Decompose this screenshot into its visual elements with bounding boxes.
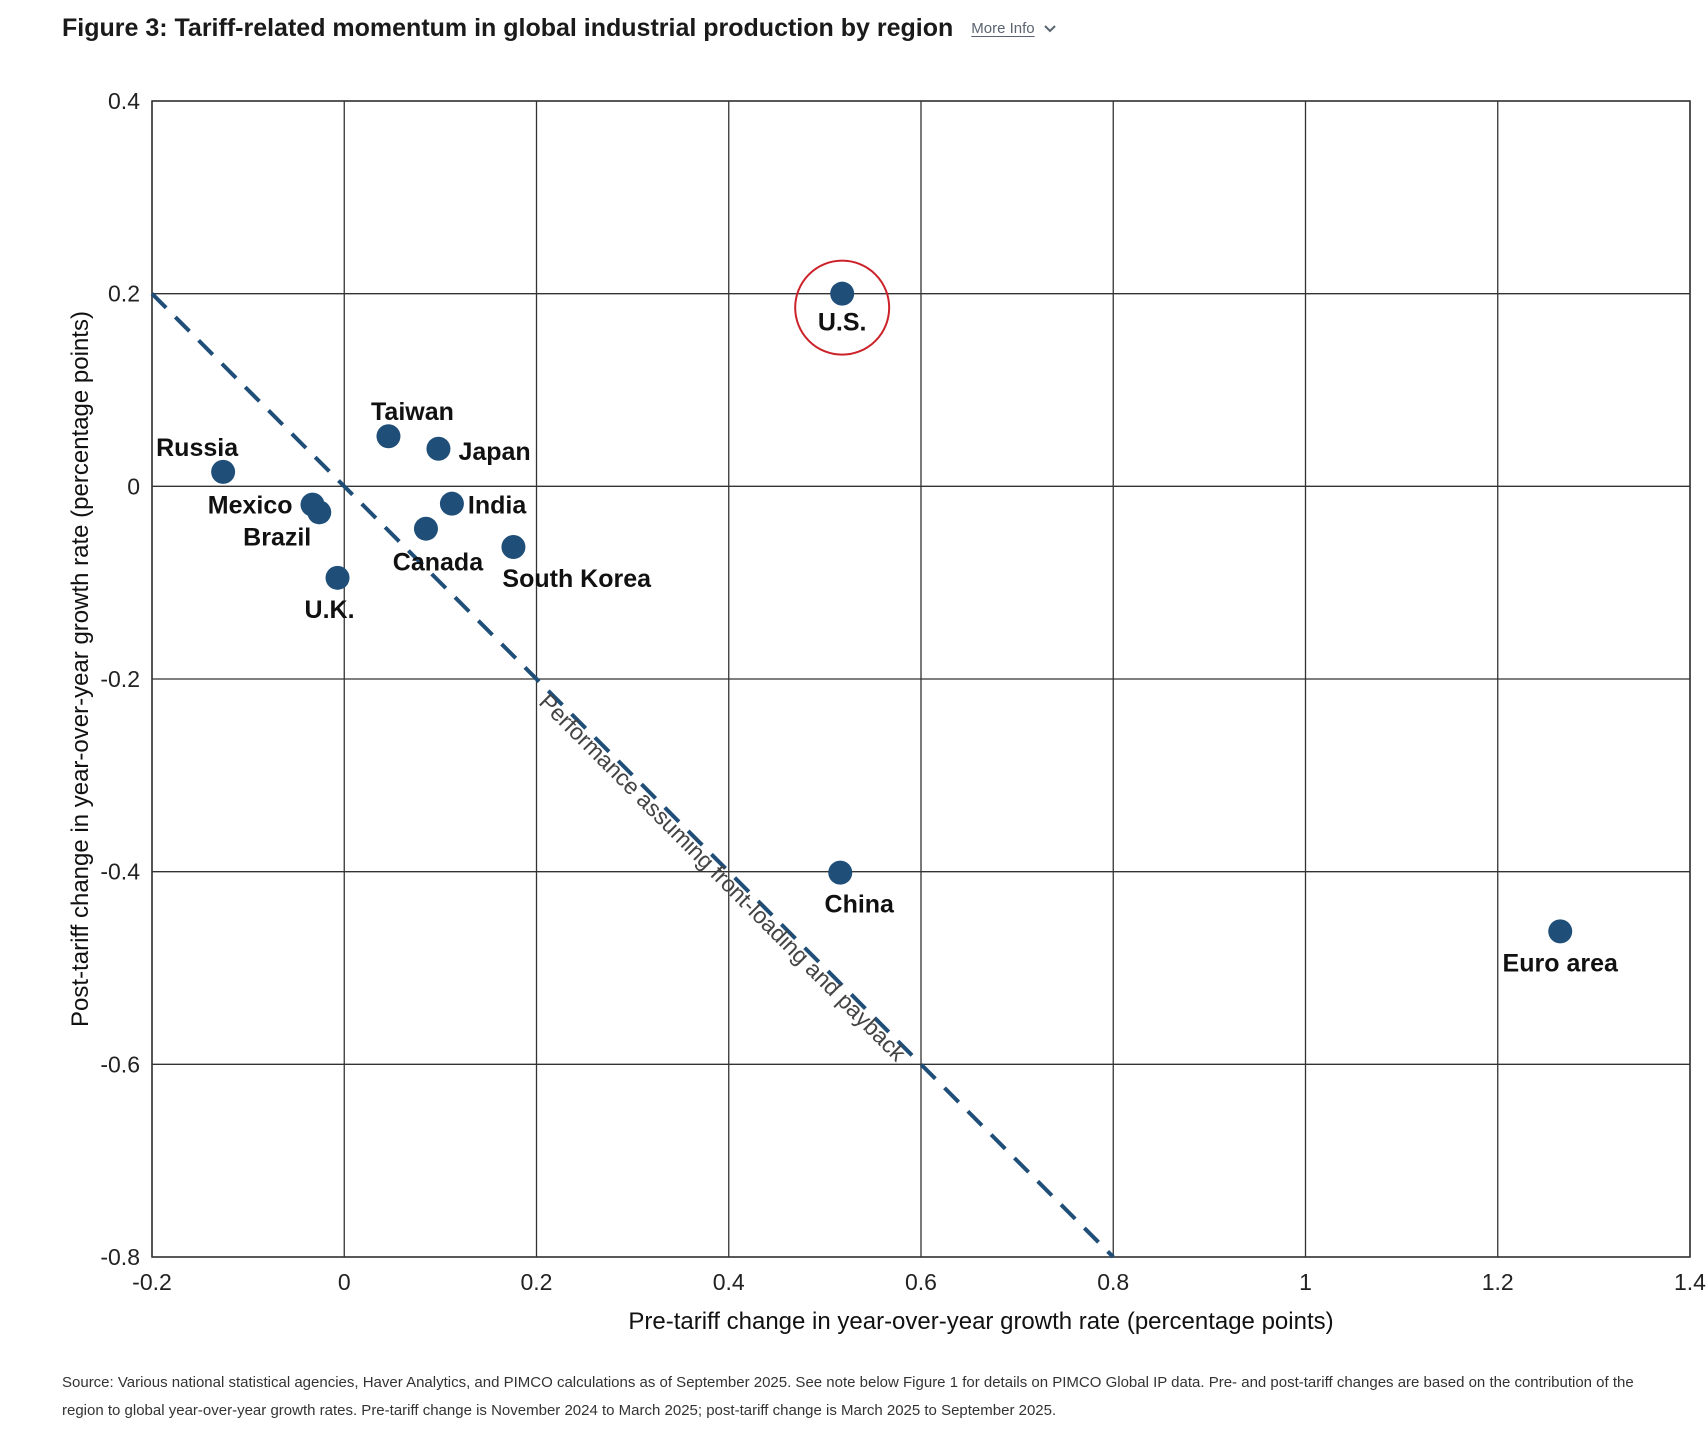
data-point-china — [828, 860, 853, 885]
y-tick-label: 0.4 — [108, 88, 140, 114]
point-label-china: China — [825, 891, 896, 919]
y-tick-label: -0.6 — [100, 1051, 140, 1077]
y-axis-title: Post-tariff change in year-over-year gro… — [67, 311, 94, 1027]
chart-header: Figure 3: Tariff-related momentum in glo… — [62, 14, 1057, 43]
data-point-brazil — [307, 500, 332, 525]
point-label-south-korea: South Korea — [502, 565, 652, 593]
x-tick-label: 1 — [1299, 1269, 1312, 1295]
point-label-india: India — [468, 492, 527, 520]
point-label-u-s: U.S. — [818, 309, 867, 337]
x-axis-title: Pre-tariff change in year-over-year grow… — [628, 1308, 1333, 1335]
more-info-label[interactable]: More Info — [971, 20, 1035, 37]
data-point-japan — [426, 436, 451, 461]
x-tick-label: 0 — [338, 1269, 351, 1295]
x-tick-label: 0.6 — [905, 1269, 937, 1295]
point-label-russia: Russia — [156, 434, 239, 462]
y-tick-label: -0.8 — [100, 1244, 140, 1270]
data-point-canada — [413, 516, 438, 541]
x-tick-label: 0.8 — [1097, 1269, 1129, 1295]
y-tick-label: -0.4 — [100, 859, 140, 885]
data-point-u-s — [830, 281, 855, 306]
chevron-down-icon[interactable] — [1043, 24, 1057, 34]
x-tick-label: 1.2 — [1482, 1269, 1514, 1295]
reference-line — [150, 292, 1115, 1259]
x-tick-label: 0.4 — [713, 1269, 745, 1295]
scatter-chart: -0.2 0 0.2 0.4 0.6 0.8 1 1.2 1.4 0.4 0.2 0 -0.2 -0.4 -… — [67, 88, 1706, 1335]
point-label-mexico: Mexico — [208, 492, 293, 520]
y-tick-label: 0.2 — [108, 281, 140, 307]
y-tick-label: 0 — [127, 473, 140, 499]
point-label-taiwan: Taiwan — [371, 398, 454, 426]
x-tick-label: -0.2 — [132, 1269, 172, 1295]
source-footnote: Source: Various national statistical age… — [62, 1374, 1634, 1419]
data-point-south-korea — [501, 535, 526, 560]
data-point-russia — [211, 459, 236, 484]
more-info-toggle[interactable]: More Info — [971, 20, 1056, 37]
x-tick-label: 1.4 — [1674, 1269, 1706, 1295]
point-label-canada: Canada — [393, 549, 484, 577]
data-point-euro-area — [1548, 919, 1573, 944]
point-label-euro-area: Euro area — [1503, 949, 1619, 977]
data-point-taiwan — [376, 424, 401, 449]
x-tick-label: 0.2 — [521, 1269, 553, 1295]
plot-frame — [151, 100, 1691, 1258]
point-label-u-k: U.K. — [305, 596, 355, 624]
chart-title: Figure 3: Tariff-related momentum in glo… — [62, 14, 954, 42]
highlight-ring-u-s — [794, 259, 891, 356]
point-label-japan: Japan — [458, 438, 530, 466]
reference-line-label: Performance assuming front-loading and p… — [534, 689, 911, 1067]
y-tick-label: -0.2 — [100, 666, 140, 692]
data-point-u-k — [325, 565, 350, 590]
point-label-brazil: Brazil — [243, 523, 311, 551]
data-point-india — [439, 491, 464, 516]
